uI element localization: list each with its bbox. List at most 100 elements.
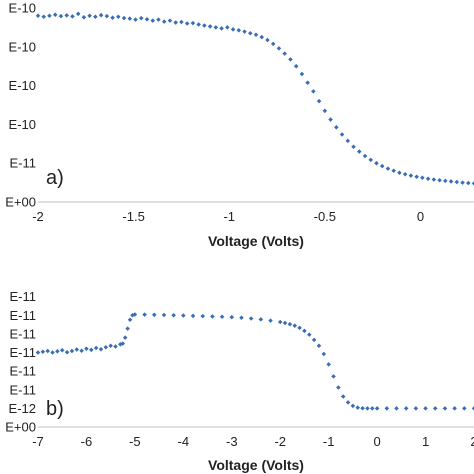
data-point: [336, 385, 341, 390]
data-point: [282, 320, 288, 326]
data-point: [402, 171, 408, 177]
data-point: [460, 180, 465, 185]
data-point: [202, 23, 207, 28]
x-tick-label: -4: [178, 434, 190, 449]
data-point: [394, 406, 399, 411]
data-point: [248, 30, 253, 36]
data-point: [108, 343, 113, 349]
y-tick-label: E-10: [9, 39, 36, 54]
data-point: [225, 25, 230, 30]
data-point: [340, 394, 346, 399]
data-point: [374, 406, 380, 411]
data-point: [357, 149, 362, 154]
x-tick-label: 0: [417, 209, 424, 224]
data-point: [87, 13, 92, 19]
y-tick-label: E-10: [9, 1, 36, 16]
data-point: [139, 15, 144, 21]
data-point: [391, 168, 396, 174]
data-point: [311, 337, 317, 343]
data-point: [365, 406, 370, 411]
x-tick-label: -5: [129, 434, 141, 449]
data-point: [413, 406, 419, 411]
data-point: [133, 17, 138, 22]
x-tick-label: -1: [323, 434, 335, 449]
data-point: [350, 403, 356, 409]
data-point: [179, 19, 184, 25]
data-point: [385, 166, 391, 171]
data-point: [334, 125, 339, 130]
data-point: [322, 108, 328, 114]
data-point: [259, 34, 264, 40]
x-tick-label: -6: [81, 434, 93, 449]
x-tick-label: 1: [422, 434, 429, 449]
data-point: [161, 19, 167, 24]
y-tick-label: E-11: [10, 382, 37, 397]
data-point: [360, 405, 365, 411]
data-point: [282, 51, 287, 56]
data-point: [299, 71, 305, 77]
y-tick-label: E-12: [9, 401, 36, 416]
data-point: [81, 15, 87, 20]
data-point: [242, 29, 247, 34]
data-point: [121, 15, 127, 21]
data-point: [47, 13, 52, 19]
data-point: [35, 350, 41, 355]
data-point: [370, 406, 375, 411]
data-point: [200, 313, 205, 319]
panel-label: a): [46, 167, 64, 189]
data-point: [442, 406, 448, 411]
x-tick-label: -2: [274, 434, 286, 449]
data-point: [190, 20, 196, 26]
data-point: [219, 314, 225, 320]
data-point: [307, 332, 312, 337]
data-point: [41, 14, 46, 19]
data-point: [75, 11, 81, 17]
data-point: [293, 63, 299, 69]
data-point: [161, 312, 167, 318]
x-tick-label: -3: [226, 434, 238, 449]
data-point: [292, 323, 298, 328]
data-point: [45, 348, 50, 354]
x-tick-label: 0: [373, 434, 380, 449]
data-point: [229, 314, 235, 320]
x-axis-title: Voltage (Volts): [208, 457, 304, 473]
panel-b: -7 -6 -5 -4 -3 -2 -1 0 1 2 E+00 E-12 E-11 E-11 E-11 E-1…: [5, 289, 474, 473]
data-point: [437, 178, 442, 183]
data-point: [471, 406, 474, 411]
y-tick-label: E-11: [10, 345, 37, 360]
y-tick-label: E-11: [10, 326, 37, 341]
data-point: [125, 326, 130, 331]
data-point: [69, 348, 75, 354]
data-point: [345, 138, 351, 144]
y-tick-label: E-11: [10, 364, 37, 379]
data-point: [122, 335, 128, 340]
data-point: [326, 362, 331, 367]
data-point: [452, 406, 457, 411]
data-point: [448, 179, 454, 184]
data-point: [58, 13, 64, 19]
data-point: [207, 24, 213, 29]
data-point: [431, 177, 437, 182]
data-point: [321, 351, 327, 357]
data-point: [59, 348, 65, 353]
data-point: [152, 312, 157, 318]
data-point: [270, 41, 276, 47]
data-point: [150, 18, 155, 23]
data-point: [368, 157, 373, 163]
y-tick-label: E-10: [9, 117, 36, 132]
data-point: [93, 345, 99, 351]
data-point: [288, 57, 293, 62]
x-tick-label: -1: [223, 209, 235, 224]
data-point: [423, 406, 428, 411]
data-point: [305, 80, 310, 85]
data-point: [384, 406, 390, 411]
data-point: [302, 328, 307, 334]
x-tick-label: -7: [32, 434, 44, 449]
data-point: [258, 317, 264, 322]
data-point: [328, 117, 333, 122]
data-point: [84, 346, 89, 352]
data-point: [462, 406, 467, 411]
data-point: [311, 89, 316, 94]
data-point: [230, 27, 236, 32]
